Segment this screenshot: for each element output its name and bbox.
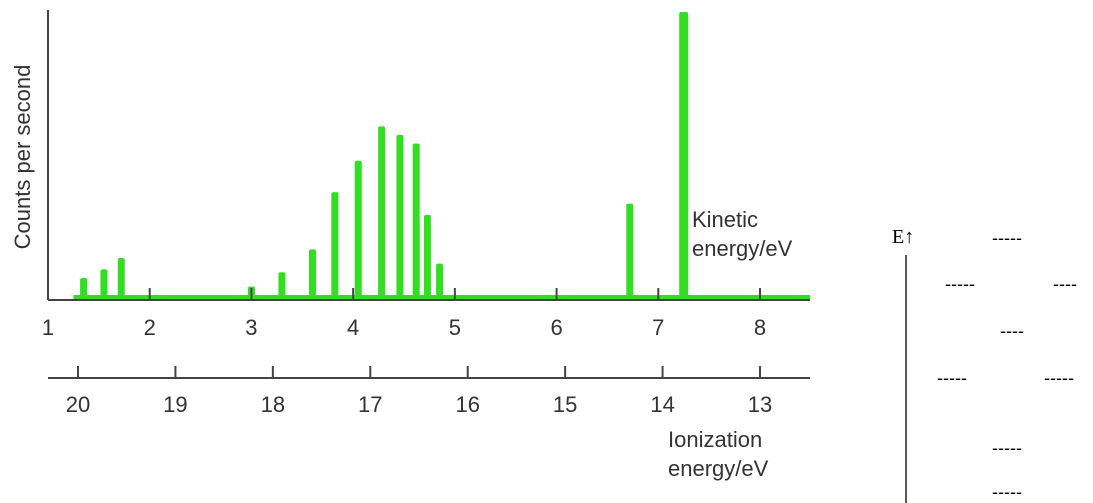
ionization-tick-label: 19 [163, 392, 187, 417]
spectrum-peak [355, 161, 362, 298]
spectrum-peak [424, 215, 431, 298]
energy-level: ----- [992, 228, 1022, 248]
spectrum-peak [626, 204, 633, 298]
kinetic-tick-label: 6 [550, 315, 562, 340]
ionization-tick-label: 15 [553, 392, 577, 417]
kinetic-tick-label: 8 [754, 315, 766, 340]
ionization-tick-label: 17 [358, 392, 382, 417]
spectrum-peak [396, 135, 403, 298]
ionization-tick-label: 18 [261, 392, 285, 417]
energy-level: ---- [1000, 321, 1024, 341]
kinetic-tick-label: 4 [347, 315, 359, 340]
y-axis-label: Counts per second [10, 65, 35, 250]
ionization-tick-label: 13 [748, 392, 772, 417]
kinetic-tick-label: 1 [42, 315, 54, 340]
kinetic-tick-label: 3 [245, 315, 257, 340]
ionization-axis-label-line1: Ionization [668, 427, 762, 452]
energy-level: ---- [1053, 274, 1077, 294]
spectrum-peak [278, 272, 285, 298]
energy-level: ----- [937, 368, 967, 388]
ionization-axis-label-line2: energy/eV [668, 456, 769, 481]
spectrum-peaks [80, 12, 688, 298]
kinetic-axis-label-line1: Kinetic [692, 207, 758, 232]
energy-level: ----- [1044, 368, 1074, 388]
spectrum-peak [413, 144, 420, 298]
spectrum-peak [100, 269, 107, 298]
kinetic-tick-label: 7 [652, 315, 664, 340]
spectrum-peak [80, 278, 87, 298]
ionization-tick-label: 16 [455, 392, 479, 417]
kinetic-tick-label: 5 [449, 315, 461, 340]
spectrum-peak [118, 258, 125, 298]
energy-axis-label: E↑ [892, 226, 914, 248]
spectrum-peak [309, 249, 316, 298]
ionization-tick-label: 14 [650, 392, 674, 417]
spectrum-peak [436, 264, 443, 298]
ionization-tick-label: 20 [66, 392, 90, 417]
ionization-energy-axis: 20 19 18 17 16 15 14 13 [48, 366, 810, 417]
kinetic-axis-label-line2: energy/eV [692, 236, 793, 261]
energy-level: ----- [945, 274, 975, 294]
energy-level: ----- [992, 482, 1022, 502]
energy-level-diagram: E↑ ----- ----- ---- ---- ----- ----- ---… [892, 226, 1077, 503]
spectrum-peak [331, 192, 338, 298]
energy-level: ----- [992, 438, 1022, 458]
kinetic-tick-label: 2 [144, 315, 156, 340]
spectrum-peak [378, 126, 385, 298]
spectrum-peak [679, 12, 688, 298]
